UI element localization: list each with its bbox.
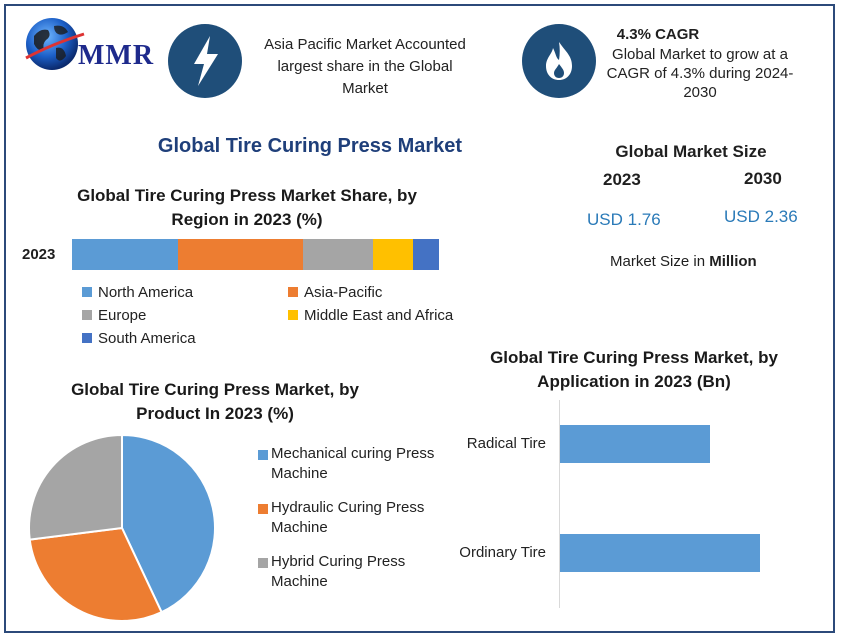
region-legend-item: South America (82, 330, 196, 347)
pie-slice (28, 526, 163, 622)
flame-icon (546, 42, 572, 80)
legend-label: South America (98, 330, 196, 347)
region-bar-segment (72, 239, 179, 270)
market-size-year-2023: 2023 (603, 170, 641, 189)
region-bar-segment (178, 239, 304, 270)
region-bar-segment (372, 239, 414, 270)
region-bar-segment (303, 239, 373, 270)
region-legend: North America Asia-Pacific Europe Middle Ea… (82, 284, 482, 354)
region-legend-item: Middle East and Africa (288, 307, 453, 324)
region-chart-title-line: Region in 2023 (%) (171, 210, 323, 229)
product-chart-title-line: Global Tire Curing Press Market, by (71, 380, 359, 399)
region-legend-item: Europe (82, 307, 146, 324)
highlight-asia-pacific-text: Asia Pacific Market Accounted largest sh… (244, 34, 486, 100)
highlight-icon-circle (522, 24, 596, 98)
legend-label: Europe (98, 307, 147, 324)
lightning-bolt-icon (194, 36, 218, 86)
region-chart-title: Global Tire Curing Press Market Share, b… (50, 184, 444, 232)
product-legend-item: Mechanical curing Press Machine (258, 444, 434, 484)
region-stacked-bar (72, 239, 439, 270)
product-legend: Mechanical curing Press Machine Hydraulic … (258, 444, 458, 594)
legend-label-line: Machine (271, 573, 328, 590)
product-legend-item: Hybrid Curing Press Machine (258, 552, 405, 592)
application-chart-title: Global Tire Curing Press Market, by Appl… (470, 346, 798, 394)
application-axis-line (559, 400, 560, 608)
legend-label-line: Mechanical curing Press (271, 445, 435, 462)
market-size-note-prefix: Market Size in (610, 253, 710, 270)
market-size-note-unit: Million (709, 253, 757, 270)
application-chart-title-line: Application in 2023 (Bn) (537, 372, 731, 391)
legend-swatch (258, 558, 268, 568)
highlight-line: Global Market to grow at a (612, 46, 788, 63)
highlight-cagr-text: Global Market to grow at a CAGR of 4.3% … (600, 45, 800, 102)
highlight-line: CAGR of 4.3% during 2024- (606, 65, 794, 82)
market-size-title: Global Market Size (615, 142, 767, 161)
highlight-line: largest share in the Global (277, 58, 453, 75)
market-size-year-2030: 2030 (744, 169, 782, 188)
region-chart-title-line: Global Tire Curing Press Market Share, b… (77, 186, 417, 205)
legend-label-line: Machine (271, 465, 328, 482)
legend-swatch (288, 310, 298, 321)
application-bar (560, 534, 760, 572)
legend-label: North America (98, 284, 194, 301)
legend-swatch (82, 333, 92, 344)
main-title: Global Tire Curing Press Market (157, 135, 463, 157)
region-legend-item: Asia-Pacific (288, 284, 382, 301)
product-legend-item: Hydraulic Curing Press Machine (258, 498, 424, 538)
legend-label: Asia-Pacific (304, 284, 383, 301)
cagr-heading: 4.3% CAGR (616, 26, 700, 43)
legend-label: Middle East and Africa (304, 307, 454, 324)
market-size-note: Market Size in Million (610, 253, 757, 270)
highlight-icon-circle (168, 24, 242, 98)
application-chart-title-line: Global Tire Curing Press Market, by (490, 348, 778, 367)
pie-slice (121, 433, 216, 614)
brand-logo-text: MMR (78, 40, 155, 71)
application-bar (560, 425, 710, 463)
legend-swatch (82, 310, 92, 321)
market-size-value-2023: USD 1.76 (587, 210, 661, 229)
legend-label: Hybrid Curing Press Machine (271, 552, 405, 592)
legend-swatch (258, 450, 268, 460)
region-bar-category: 2023 (22, 246, 56, 263)
highlight-line: Market (342, 80, 388, 97)
legend-label: Hydraulic Curing Press Machine (271, 498, 424, 538)
region-bar-segment (413, 239, 439, 270)
legend-label-line: Hybrid Curing Press (271, 553, 406, 570)
market-size-value-2030: USD 2.36 (724, 207, 798, 226)
legend-label-line: Machine (271, 519, 328, 536)
pie-slice (28, 433, 123, 541)
application-category-label: Radical Tire (466, 435, 546, 452)
legend-label: Mechanical curing Press Machine (271, 444, 434, 484)
legend-swatch (258, 504, 268, 514)
highlight-line: Asia Pacific Market Accounted (264, 36, 466, 53)
region-legend-item: North America (82, 284, 193, 301)
product-chart-title: Global Tire Curing Press Market, by Prod… (40, 378, 390, 426)
product-pie-chart (28, 433, 216, 622)
highlight-cagr: 4.3% CAGR Global Market to grow at a CAG… (600, 26, 800, 102)
application-category-label: Ordinary Tire (459, 544, 546, 561)
infographic-frame (4, 4, 835, 633)
product-chart-title-line: Product In 2023 (%) (136, 404, 294, 423)
legend-swatch (82, 287, 92, 298)
legend-swatch (288, 287, 298, 298)
globe-logo-icon (25, 18, 85, 70)
legend-label-line: Hydraulic Curing Press (271, 499, 425, 516)
highlight-line: 2030 (683, 84, 717, 101)
application-bar-chart: Radical Tire Ordinary Tire (420, 400, 820, 608)
